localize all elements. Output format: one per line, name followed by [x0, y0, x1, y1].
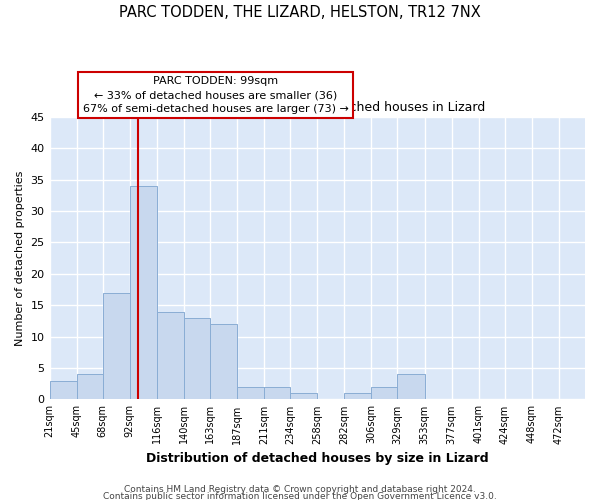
Bar: [264, 387, 290, 400]
X-axis label: Distribution of detached houses by size in Lizard: Distribution of detached houses by size …: [146, 452, 488, 465]
Text: Contains public sector information licensed under the Open Government Licence v3: Contains public sector information licen…: [103, 492, 497, 500]
Bar: [130, 186, 157, 400]
Bar: [397, 374, 425, 400]
Bar: [184, 318, 210, 400]
Bar: [210, 324, 237, 400]
Bar: [157, 312, 184, 400]
Bar: [103, 292, 130, 400]
Y-axis label: Number of detached properties: Number of detached properties: [15, 170, 25, 346]
Bar: [77, 374, 103, 400]
Text: Contains HM Land Registry data © Crown copyright and database right 2024.: Contains HM Land Registry data © Crown c…: [124, 486, 476, 494]
Title: Size of property relative to detached houses in Lizard: Size of property relative to detached ho…: [149, 102, 485, 114]
Text: PARC TODDEN: 99sqm
← 33% of detached houses are smaller (36)
67% of semi-detache: PARC TODDEN: 99sqm ← 33% of detached hou…: [83, 76, 349, 114]
Bar: [50, 380, 77, 400]
Bar: [344, 393, 371, 400]
Text: PARC TODDEN, THE LIZARD, HELSTON, TR12 7NX: PARC TODDEN, THE LIZARD, HELSTON, TR12 7…: [119, 5, 481, 20]
Bar: [237, 387, 264, 400]
Bar: [371, 387, 397, 400]
Bar: [290, 393, 317, 400]
